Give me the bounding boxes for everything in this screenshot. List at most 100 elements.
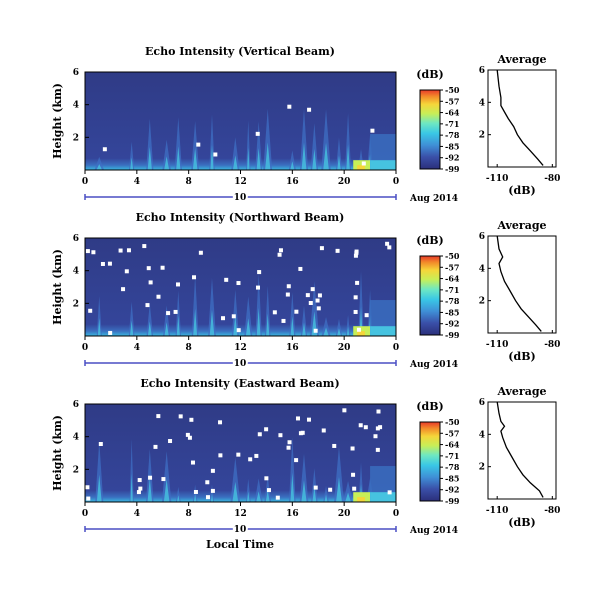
no-data-cell bbox=[352, 486, 357, 491]
no-data-cell bbox=[361, 161, 366, 166]
echo-plume-core bbox=[193, 494, 197, 502]
echo-plume-core bbox=[176, 146, 181, 170]
colorbar-unit: (dB) bbox=[416, 234, 443, 247]
no-data-cell bbox=[358, 423, 363, 428]
day-label: 10 bbox=[234, 359, 247, 369]
colorbar-tick-label: -50 bbox=[445, 85, 460, 95]
echo-plume bbox=[191, 275, 199, 336]
no-data-cell bbox=[142, 244, 147, 249]
avg-frame bbox=[487, 401, 557, 500]
heatmap-field bbox=[85, 72, 396, 170]
colorbar-tick-label: -85 bbox=[445, 307, 459, 317]
no-data-cell bbox=[376, 409, 381, 414]
day-label: 10 bbox=[234, 193, 247, 203]
echo-plume bbox=[95, 441, 104, 502]
x-tick-label: 16 bbox=[286, 177, 299, 187]
no-data-cell bbox=[248, 457, 253, 462]
echo-plume bbox=[246, 120, 251, 170]
echo-plume-core bbox=[245, 318, 251, 336]
x-tick-label: 4 bbox=[134, 343, 140, 353]
echo-plume bbox=[231, 137, 240, 170]
echo-plume-core bbox=[130, 473, 133, 502]
no-data-cell bbox=[126, 248, 131, 253]
echo-plume-core bbox=[192, 148, 198, 170]
avg-x-tick-label: -80 bbox=[544, 174, 560, 184]
no-data-cell bbox=[308, 301, 313, 306]
avg-profile-line bbox=[496, 401, 544, 498]
no-data-cell bbox=[102, 147, 107, 152]
colorbar-tick-label: -64 bbox=[445, 274, 460, 284]
echo-plume bbox=[230, 457, 241, 502]
echo-plume bbox=[255, 121, 263, 170]
echo-plume bbox=[264, 285, 271, 336]
echo-plume-core bbox=[164, 322, 169, 336]
no-data-cell bbox=[231, 314, 236, 319]
avg-title: Average bbox=[496, 219, 546, 232]
no-data-cell bbox=[353, 253, 358, 258]
echo-plume-core bbox=[337, 328, 341, 336]
colorbar-tick-label: -85 bbox=[445, 141, 459, 151]
panel-title: Echo Intensity (Northward Beam) bbox=[136, 211, 345, 224]
echo-plume bbox=[209, 484, 215, 502]
y-tick-label: 2 bbox=[73, 465, 79, 475]
no-data-cell bbox=[145, 303, 150, 308]
echo-plume bbox=[129, 438, 134, 502]
echo-plume bbox=[334, 446, 344, 502]
no-data-cell bbox=[275, 495, 280, 500]
no-data-cell bbox=[210, 468, 215, 473]
avg-y-tick-label: 2 bbox=[479, 131, 485, 141]
no-data-cell bbox=[254, 453, 259, 458]
echo-plume-core bbox=[301, 480, 307, 502]
no-data-cell bbox=[313, 485, 318, 490]
no-data-cell bbox=[298, 266, 303, 271]
no-data-cell bbox=[287, 104, 292, 109]
avg-x-tick-label: -80 bbox=[544, 340, 560, 350]
echo-plume bbox=[335, 137, 342, 170]
colorbar-tick-label: -71 bbox=[445, 119, 459, 129]
echo-plume bbox=[162, 139, 171, 170]
y-axis-label: Height (km) bbox=[51, 249, 64, 325]
avg-y-tick-label: 6 bbox=[479, 232, 485, 242]
y-tick-label: 4 bbox=[73, 101, 79, 111]
echo-plume bbox=[343, 480, 353, 502]
colorbar-tick-label: -50 bbox=[445, 251, 460, 261]
colorbar-tick-label: -99 bbox=[445, 496, 460, 506]
echo-plume-core bbox=[312, 148, 317, 170]
no-data-cell bbox=[176, 282, 181, 287]
no-data-cell bbox=[264, 476, 269, 481]
avg-y-tick-label: 2 bbox=[479, 463, 485, 473]
no-data-cell bbox=[317, 293, 322, 298]
no-data-cell bbox=[85, 249, 90, 254]
colorbar-tick-label: -99 bbox=[445, 330, 460, 340]
colorbar bbox=[419, 89, 441, 170]
no-data-cell bbox=[196, 142, 201, 147]
x-tick-label: 16 bbox=[286, 509, 299, 519]
no-data-cell bbox=[168, 439, 173, 444]
no-data-cell bbox=[98, 442, 103, 447]
echo-plume bbox=[254, 478, 263, 502]
colorbar-tick-label: -99 bbox=[445, 164, 460, 174]
echo-plume bbox=[299, 108, 309, 170]
no-data-cell bbox=[221, 316, 226, 321]
no-data-cell bbox=[189, 417, 194, 422]
avg-x-tick-label: -110 bbox=[486, 174, 509, 184]
no-data-cell bbox=[198, 250, 203, 255]
no-data-cell bbox=[375, 426, 380, 431]
no-data-cell bbox=[335, 248, 340, 253]
no-data-cell bbox=[218, 420, 223, 425]
no-data-cell bbox=[387, 245, 392, 250]
y-tick-label: 2 bbox=[73, 299, 79, 309]
echo-plume bbox=[289, 436, 296, 502]
no-data-cell bbox=[178, 414, 183, 419]
echo-plume-core bbox=[290, 161, 295, 170]
avg-y-tick-label: 4 bbox=[479, 98, 485, 108]
echo-plume bbox=[299, 453, 309, 502]
no-data-cell bbox=[353, 295, 358, 300]
echo-plume-core bbox=[193, 308, 198, 336]
panel-1: Echo Intensity (Vertical Beam) 6 4 2 Height … bbox=[51, 45, 560, 205]
echo-plume-core bbox=[233, 315, 238, 336]
y-tick-label: 6 bbox=[73, 400, 79, 410]
no-data-cell bbox=[356, 327, 361, 332]
no-data-cell bbox=[350, 446, 355, 451]
colorbar-unit: (dB) bbox=[416, 68, 443, 81]
